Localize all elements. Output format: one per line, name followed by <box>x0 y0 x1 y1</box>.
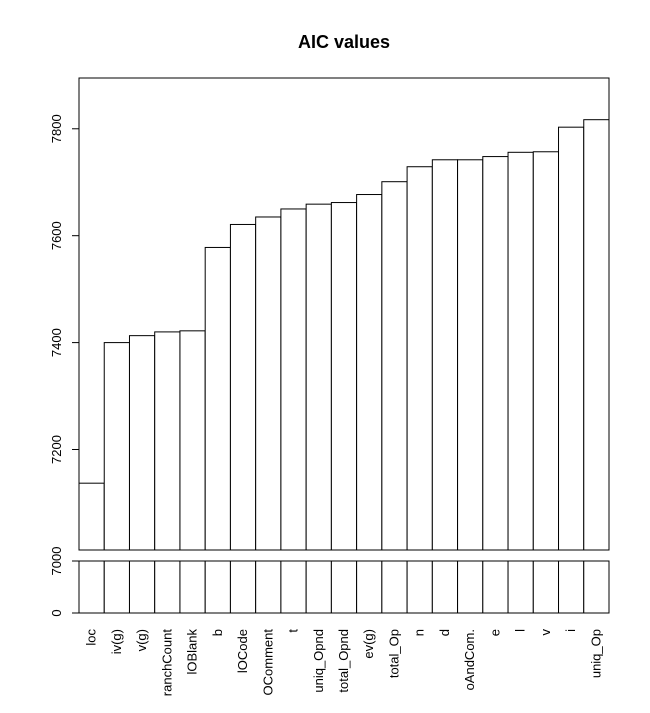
y-tick-label: 7800 <box>49 114 64 143</box>
x-tick-label: total_Opnd <box>336 629 351 693</box>
bar-upper <box>482 156 509 551</box>
y-tick-label: 7400 <box>49 328 64 357</box>
bar-lower <box>457 560 484 614</box>
bar-upper <box>204 246 231 551</box>
bar-upper <box>229 223 257 551</box>
bar-lower <box>229 560 257 614</box>
bar-upper <box>128 335 156 551</box>
bar-upper <box>78 482 105 551</box>
bar-upper <box>583 119 610 551</box>
x-tick-label: OComment <box>260 629 275 696</box>
bar-lower <box>482 560 509 614</box>
x-tick-label: loc <box>84 629 99 646</box>
bar-upper <box>381 181 408 551</box>
bar-upper <box>179 330 206 551</box>
bar-lower <box>558 560 585 614</box>
bar-lower <box>381 560 408 614</box>
y-tick-label: 7200 <box>49 435 64 464</box>
x-tick-label: lOBlank <box>185 629 200 675</box>
x-tick-label: lOCode <box>235 629 250 673</box>
x-tick-label: t <box>286 629 301 633</box>
x-tick-label: ranchCount <box>159 629 174 697</box>
bar-lower <box>179 560 206 614</box>
bar-upper <box>507 151 534 551</box>
bar-lower <box>356 560 383 614</box>
bar-lower <box>204 560 231 614</box>
bar-upper <box>280 208 307 551</box>
bar-lower <box>128 560 156 614</box>
bar-lower <box>532 560 560 614</box>
x-tick-label: v(g) <box>134 629 149 651</box>
x-tick-label: oAndCom. <box>462 629 477 690</box>
x-tick-label: uniq_Opnd <box>311 629 326 693</box>
chart-title: AIC values <box>298 32 390 52</box>
x-tick-label: e <box>487 629 502 636</box>
bar-lower <box>280 560 307 614</box>
bar-lower <box>330 560 358 614</box>
bar-upper <box>255 216 282 551</box>
bar-lower <box>507 560 534 614</box>
bar-upper <box>457 159 484 551</box>
bar-lower <box>103 560 130 614</box>
x-tick-label: b <box>210 629 225 636</box>
x-tick-label: total_Op <box>386 629 401 678</box>
x-axis-labels: loc iv(g) v(g) ranchCount lOBlank b lOCode OCom… <box>84 629 604 697</box>
bar-lower <box>154 560 181 614</box>
x-tick-label: l <box>513 629 528 632</box>
y-axis: 7200 7400 7600 7800 0 7000 <box>49 114 80 617</box>
bar-lower <box>583 560 610 614</box>
bar-upper <box>558 126 585 551</box>
bar-upper <box>305 203 332 551</box>
x-tick-label: ev(g) <box>361 629 376 659</box>
x-tick-label: v <box>538 629 553 636</box>
bar-upper <box>330 202 358 551</box>
x-tick-label: uniq_Op <box>588 629 603 678</box>
upper-panel <box>78 77 610 551</box>
x-tick-label: iv(g) <box>109 629 124 654</box>
bar-upper <box>103 342 130 551</box>
bar-lower <box>78 560 105 614</box>
lower-panel <box>78 560 610 614</box>
bar-upper <box>431 159 459 551</box>
bar-upper <box>406 166 433 551</box>
bar-lower <box>255 560 282 614</box>
x-tick-label: i <box>563 629 578 632</box>
bar-upper <box>532 151 560 551</box>
y-tick-label: 0 <box>49 609 64 616</box>
bar-lower <box>406 560 433 614</box>
y-tick-label: 7600 <box>49 221 64 250</box>
x-tick-label: n <box>412 629 427 636</box>
bar-lower <box>431 560 459 614</box>
bar-upper <box>356 194 383 551</box>
bar-lower <box>305 560 332 614</box>
x-tick-label: d <box>437 629 452 636</box>
bar-upper <box>154 331 181 551</box>
y-tick-label: 7000 <box>49 547 64 576</box>
